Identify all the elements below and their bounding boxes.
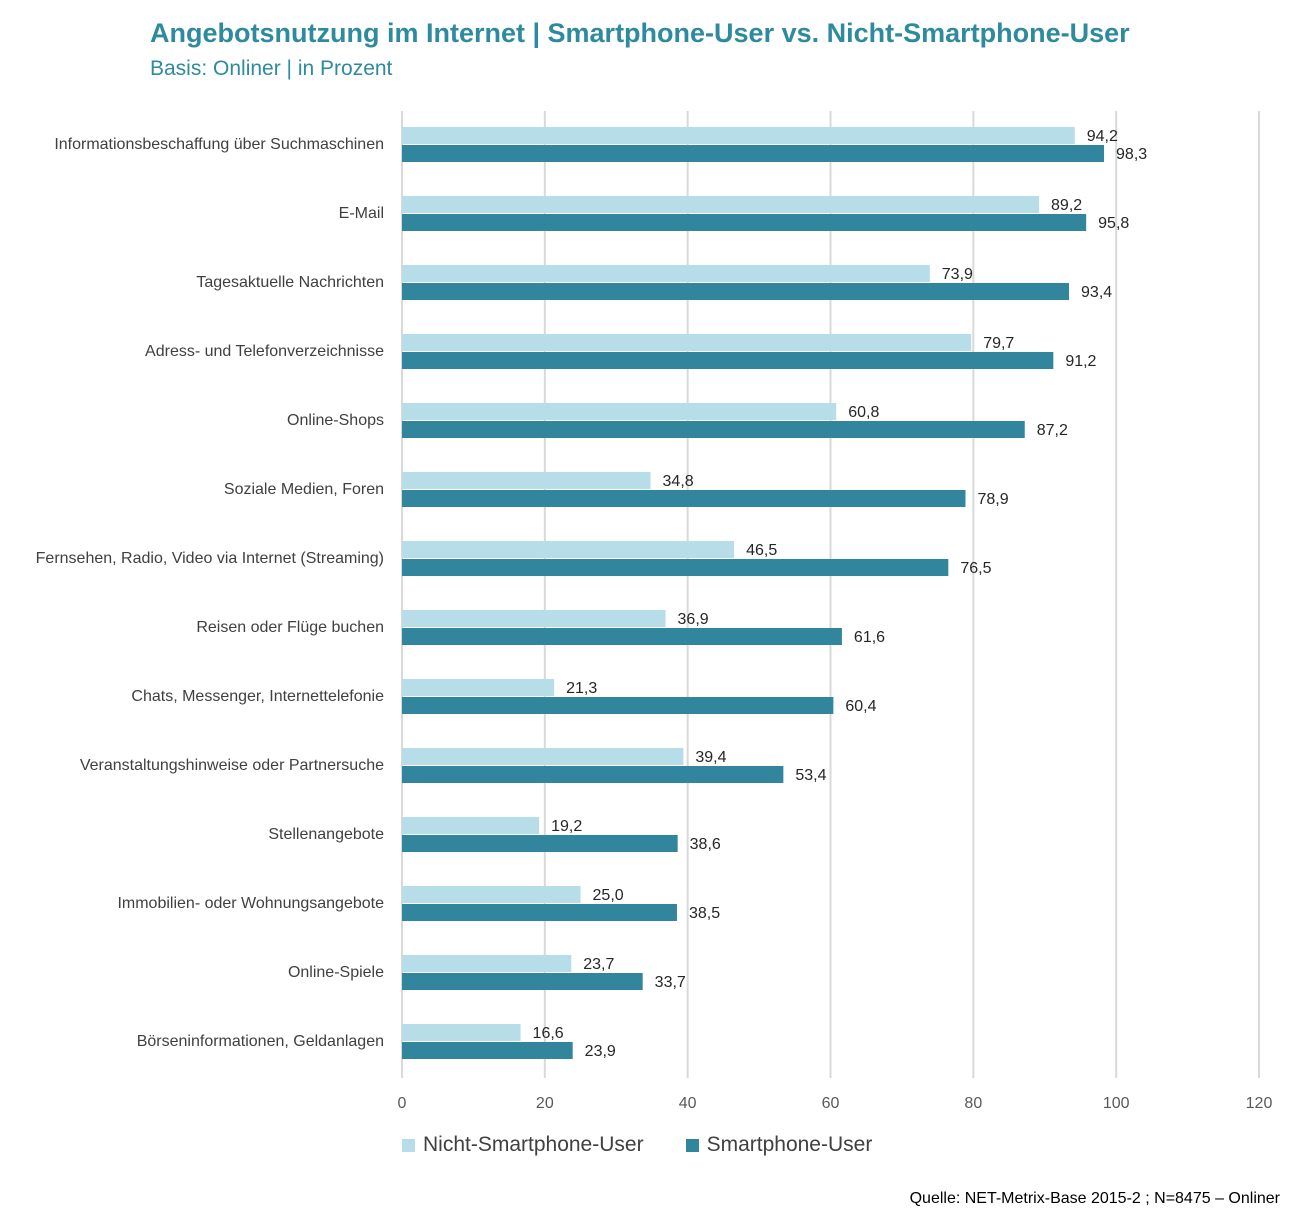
bar-smartphone: [402, 973, 643, 990]
bar-nicht-smartphone: [402, 472, 651, 489]
legend-item-smartphone: Smartphone-User: [685, 1133, 873, 1157]
bar-smartphone: [402, 628, 842, 645]
data-label: 60,8: [848, 404, 879, 421]
data-label: 38,5: [689, 905, 720, 922]
data-label: 19,2: [551, 818, 582, 835]
bar-nicht-smartphone: [402, 127, 1075, 144]
data-label: 87,2: [1037, 422, 1068, 439]
data-label: 98,3: [1116, 146, 1147, 163]
data-label: 53,4: [795, 767, 826, 784]
bar-smartphone: [402, 835, 678, 852]
category-label: Fernsehen, Radio, Video via Internet (St…: [36, 550, 384, 567]
data-label: 36,9: [678, 611, 709, 628]
bar-smartphone: [402, 283, 1070, 300]
category-label: Stellenangebote: [268, 826, 384, 843]
category-label: Soziale Medien, Foren: [224, 481, 384, 498]
category-label: Online-Shops: [287, 412, 384, 429]
x-tick-label: 80: [964, 1095, 982, 1112]
data-label: 38,6: [690, 836, 721, 853]
data-label: 21,3: [566, 680, 597, 697]
data-label: 33,7: [655, 974, 686, 991]
data-label: 94,2: [1087, 128, 1118, 145]
legend-swatch-smartphone: [685, 1138, 699, 1152]
data-label: 73,9: [942, 266, 973, 283]
bar-nicht-smartphone: [402, 679, 555, 696]
category-label: E-Mail: [339, 205, 384, 222]
x-tick-label: 100: [1103, 1095, 1130, 1112]
bar-nicht-smartphone: [402, 1024, 521, 1041]
data-label: 23,9: [585, 1043, 616, 1060]
chart-legend: Nicht-Smartphone-User Smartphone-User: [402, 1133, 914, 1157]
data-label: 23,7: [583, 956, 614, 973]
bar-nicht-smartphone: [402, 955, 572, 972]
bar-smartphone: [402, 766, 784, 783]
data-label: 76,5: [960, 560, 991, 577]
data-label: 79,7: [983, 335, 1014, 352]
bar-smartphone: [402, 145, 1105, 162]
bar-nicht-smartphone: [402, 886, 581, 903]
data-label: 95,8: [1098, 215, 1129, 232]
data-label: 39,4: [695, 749, 726, 766]
bar-smartphone: [402, 1042, 573, 1059]
bar-smartphone: [402, 490, 966, 507]
bar-nicht-smartphone: [402, 610, 666, 627]
bar-nicht-smartphone: [402, 817, 540, 834]
source-note: Quelle: NET-Metrix-Base 2015-2 ; N=8475 …: [909, 1190, 1280, 1207]
data-label: 89,2: [1051, 197, 1082, 214]
category-label: Börseninformationen, Geldanlagen: [137, 1033, 384, 1050]
bar-smartphone: [402, 352, 1054, 369]
chart-title: Angebotsnutzung im Internet | Smartphone…: [150, 18, 1130, 48]
x-tick-label: 40: [679, 1095, 697, 1112]
bar-smartphone: [402, 697, 834, 714]
x-tick-label: 0: [398, 1095, 407, 1112]
category-label: Chats, Messenger, Internettelefonie: [131, 688, 384, 705]
category-label: Veranstaltungshinweise oder Partnersuche: [80, 757, 384, 774]
data-label: 60,4: [845, 698, 876, 715]
category-label: Reisen oder Flüge buchen: [196, 619, 384, 636]
data-label: 34,8: [663, 473, 694, 490]
legend-item-nicht-smartphone: Nicht-Smartphone-User: [402, 1133, 644, 1157]
bar-nicht-smartphone: [402, 748, 684, 765]
bar-smartphone: [402, 904, 677, 921]
category-label: Adress- und Telefonverzeichnisse: [145, 343, 384, 360]
bar-nicht-smartphone: [402, 265, 930, 282]
data-label: 93,4: [1081, 284, 1112, 301]
legend-label-nicht-smartphone: Nicht-Smartphone-User: [423, 1133, 644, 1156]
category-label: Informationsbeschaffung über Suchmaschin…: [54, 136, 384, 153]
data-label: 16,6: [533, 1025, 564, 1042]
category-label: Online-Spiele: [288, 964, 384, 981]
bar-smartphone: [402, 214, 1087, 231]
bar-smartphone: [402, 421, 1025, 438]
bar-smartphone: [402, 559, 949, 576]
x-tick-label: 120: [1246, 1095, 1273, 1112]
chart-subtitle: Basis: Onliner | in Prozent: [150, 57, 393, 80]
bar-nicht-smartphone: [402, 196, 1040, 213]
legend-label-smartphone: Smartphone-User: [706, 1133, 873, 1156]
data-label: 46,5: [746, 542, 777, 559]
bar-nicht-smartphone: [402, 334, 972, 351]
category-label: Immobilien- oder Wohnungsangebote: [117, 895, 384, 912]
x-tick-label: 60: [822, 1095, 840, 1112]
bar-nicht-smartphone: [402, 403, 837, 420]
legend-swatch-nicht-smartphone: [402, 1138, 415, 1152]
bar-nicht-smartphone: [402, 541, 735, 558]
data-label: 25,0: [593, 887, 624, 904]
data-label: 78,9: [977, 491, 1008, 508]
category-label: Tagesaktuelle Nachrichten: [196, 274, 384, 291]
data-label: 61,6: [854, 629, 885, 646]
x-tick-label: 20: [536, 1095, 554, 1112]
data-label: 91,2: [1065, 353, 1096, 370]
